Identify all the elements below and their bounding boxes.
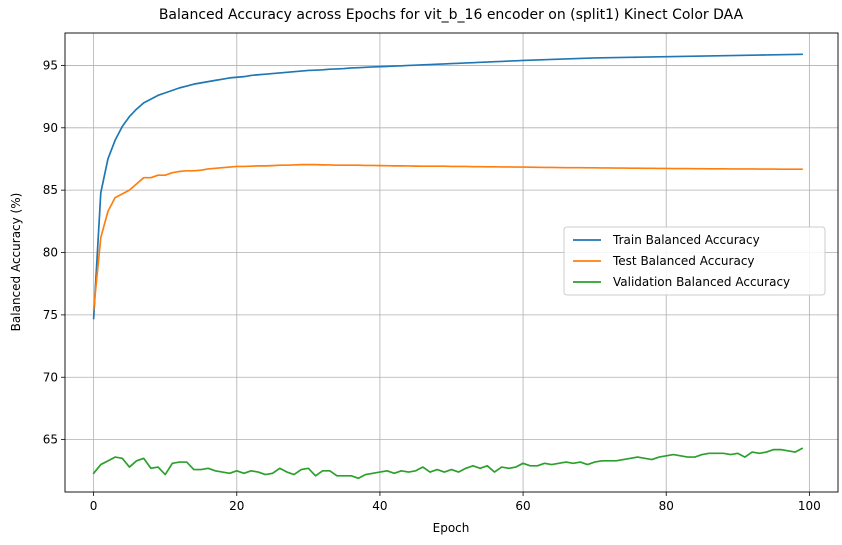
y-tick-label: 85 [43, 183, 58, 197]
x-tick-label: 80 [659, 499, 674, 513]
x-tick-label: 60 [515, 499, 530, 513]
legend-label-train: Train Balanced Accuracy [612, 233, 760, 247]
x-tick-label: 20 [229, 499, 244, 513]
series-line-test [92, 163, 804, 311]
y-tick-label: 75 [43, 308, 58, 322]
legend: Train Balanced Accuracy Test Balanced Ac… [563, 226, 826, 296]
x-axis-label: Epoch [433, 521, 470, 535]
y-tick-label: 90 [43, 121, 58, 135]
legend-label-test: Test Balanced Accuracy [612, 254, 755, 268]
chart-title: Balanced Accuracy across Epochs for vit_… [159, 7, 744, 23]
y-tick-label: 80 [43, 246, 58, 260]
x-axis: 0 20 40 60 80 100 [90, 492, 821, 513]
x-tick-label: 0 [90, 499, 98, 513]
y-tick-label: 95 [43, 58, 58, 72]
y-axis-label: Balanced Accuracy (%) [9, 193, 23, 332]
series-line-train [92, 53, 804, 320]
y-tick-label: 65 [43, 433, 58, 447]
legend-box [563, 226, 826, 296]
y-axis: 65 70 75 80 85 90 95 [43, 58, 65, 447]
x-tick-label: 40 [372, 499, 387, 513]
x-tick-label: 100 [798, 499, 821, 513]
y-tick-label: 70 [43, 370, 58, 384]
legend-label-validation: Validation Balanced Accuracy [613, 275, 790, 289]
series-layer [92, 53, 804, 480]
plot-frame [64, 32, 839, 493]
series-line-validation [92, 447, 804, 480]
